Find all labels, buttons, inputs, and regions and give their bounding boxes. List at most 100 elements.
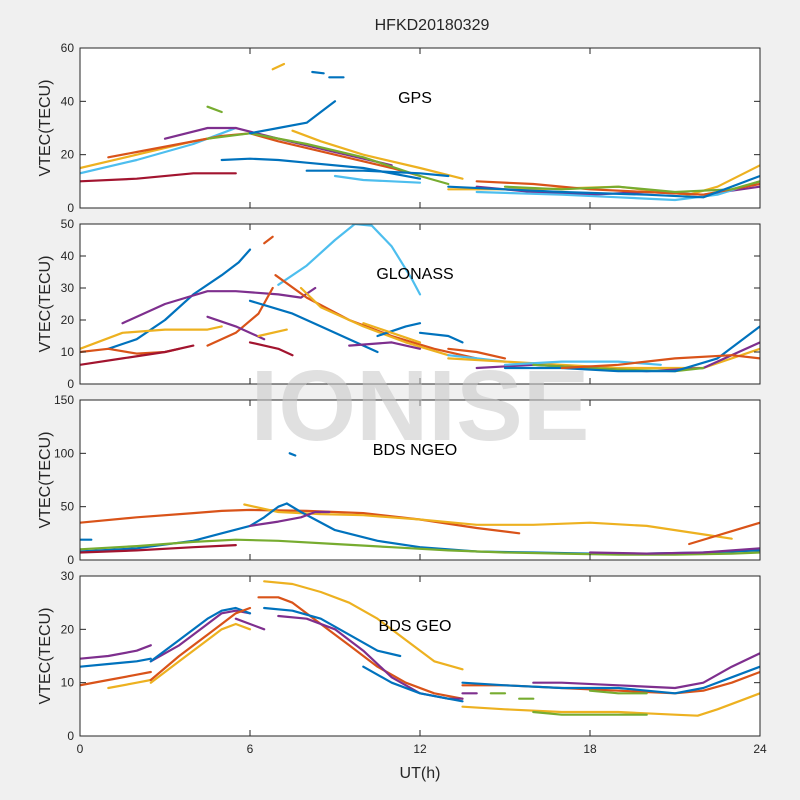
panel-1: 0 20 40 60 VTEC(TECU) GPS: [37, 41, 761, 215]
y-tick-label: 30: [61, 281, 75, 295]
plot-area: [80, 400, 760, 560]
y-tick-label: 0: [67, 201, 74, 215]
y-tick-label: 60: [61, 41, 75, 55]
series-line: [447, 174, 760, 199]
y-axis-label: VTEC(TECU): [37, 256, 54, 353]
series-group: [80, 224, 760, 373]
series-line: [248, 510, 331, 527]
y-tick-label: 50: [61, 500, 75, 514]
series-line: [80, 544, 237, 554]
y-tick-label: 0: [67, 729, 74, 743]
series-line: [206, 105, 223, 114]
x-tick-label: 6: [247, 742, 254, 756]
series-group: [80, 580, 760, 717]
series-line: [277, 224, 422, 296]
series-line: [234, 617, 266, 631]
series-line: [248, 100, 337, 135]
x-axis-label: UT(h): [400, 765, 441, 782]
y-tick-label: 10: [61, 676, 75, 690]
series-group: [80, 452, 760, 556]
series-line: [447, 347, 507, 360]
series-line: [263, 580, 464, 671]
series-line: [121, 286, 317, 325]
series-line: [257, 596, 464, 700]
y-axis-label: VTEC(TECU): [37, 80, 54, 177]
series-line: [311, 70, 325, 75]
series-line: [305, 169, 450, 178]
series-line: [243, 503, 733, 540]
series-line: [461, 665, 760, 695]
series-line: [257, 328, 288, 338]
y-tick-label: 150: [54, 393, 74, 407]
series-line: [80, 657, 152, 668]
series-line: [163, 126, 393, 167]
y-tick-label: 40: [61, 94, 75, 108]
series-line: [503, 180, 760, 194]
plot-area: [80, 48, 760, 208]
panel-label: GPS: [398, 90, 432, 107]
series-line: [107, 678, 152, 690]
series-line: [80, 670, 152, 687]
series-line: [418, 331, 464, 344]
series-line: [248, 341, 294, 357]
figure-title: HFKD20180329: [375, 17, 490, 34]
series-line: [80, 344, 195, 366]
x-tick-label: 0: [77, 742, 84, 756]
series-line: [263, 235, 274, 245]
panel-3: 0 50 100 150 VTEC(TECU) BDS NGEO: [37, 393, 761, 567]
plot-area: [80, 576, 760, 736]
series-group: [80, 62, 760, 202]
x-tick-label: 18: [583, 742, 597, 756]
y-tick-label: 50: [61, 217, 75, 231]
series-line: [503, 325, 760, 373]
series-line: [80, 172, 237, 183]
plot-area: [80, 224, 760, 384]
series-line: [532, 710, 648, 716]
series-line: [80, 538, 760, 556]
series-line: [475, 180, 760, 202]
series-line: [376, 322, 422, 338]
panel-label: BDS GEO: [379, 618, 452, 635]
series-line: [80, 325, 223, 350]
series-line: [291, 129, 464, 180]
series-line: [149, 622, 252, 684]
series-line: [560, 354, 760, 370]
y-tick-label: 100: [54, 446, 74, 460]
series-line: [271, 62, 286, 71]
x-tick-label: 24: [753, 742, 767, 756]
panel-4: 0 6 12 18 24 0 10 20 30 VTEC(TECU) BDS GEO UT(h): [37, 569, 767, 782]
y-tick-label: 20: [61, 622, 75, 636]
series-line: [149, 606, 252, 663]
y-axis-label: VTEC(TECU): [37, 608, 54, 705]
series-line: [299, 286, 450, 357]
series-line: [362, 322, 422, 344]
series-line: [149, 606, 252, 682]
series-line: [80, 502, 288, 553]
y-tick-label: 10: [61, 345, 75, 359]
y-tick-label: 20: [61, 313, 75, 327]
series-line: [149, 609, 252, 663]
panel-2: 0 10 20 30 40 50 VTEC(TECU) GLONASS: [37, 217, 761, 391]
series-line: [688, 521, 760, 546]
series-line: [588, 547, 760, 555]
series-line: [80, 644, 152, 660]
y-tick-label: 20: [61, 148, 75, 162]
series-line: [461, 692, 760, 717]
series-line: [362, 665, 464, 703]
series-line: [220, 157, 422, 180]
y-tick-label: 40: [61, 249, 75, 263]
y-tick-label: 30: [61, 569, 75, 583]
y-tick-label: 0: [67, 377, 74, 391]
series-line: [80, 508, 521, 535]
series-line: [348, 341, 422, 350]
series-line: [80, 126, 237, 175]
y-axis-label: VTEC(TECU): [37, 432, 54, 529]
x-tick-label: 12: [413, 742, 427, 756]
panel-label: BDS NGEO: [373, 442, 457, 459]
watermark: IONISE: [251, 350, 590, 462]
series-line: [206, 286, 274, 347]
series-line: [206, 132, 450, 186]
series-line: [248, 299, 379, 354]
series-line: [206, 315, 266, 341]
